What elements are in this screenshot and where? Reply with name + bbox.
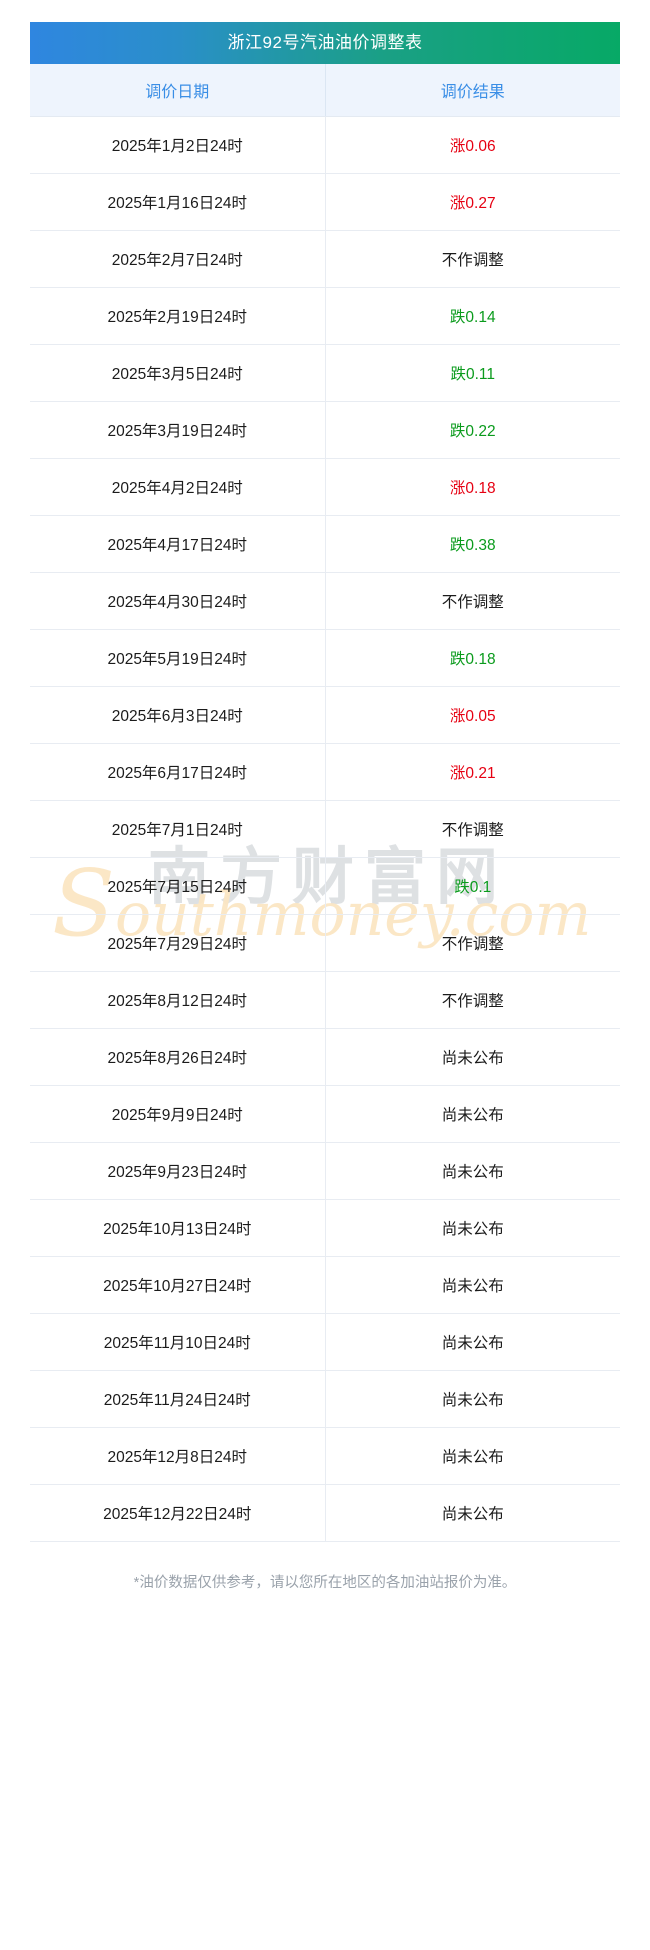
table-row: 2025年3月19日24时 跌0.22 <box>30 401 620 459</box>
table-row: 2025年6月17日24时 涨0.21 <box>30 743 620 801</box>
table-row: 2025年6月3日24时 涨0.05 <box>30 686 620 744</box>
cell-adjustment-result: 跌0.18 <box>325 629 620 687</box>
table-header-row: 调价日期 调价结果 <box>30 64 620 117</box>
table-row: 2025年1月16日24时 涨0.27 <box>30 173 620 231</box>
cell-adjustment-result: 尚未公布 <box>325 1313 620 1371</box>
cell-adjustment-date: 2025年4月17日24时 <box>30 515 326 573</box>
cell-adjustment-result: 涨0.27 <box>325 173 620 231</box>
table-row: 2025年10月13日24时 尚未公布 <box>30 1199 620 1257</box>
cell-adjustment-result: 尚未公布 <box>325 1427 620 1485</box>
cell-adjustment-result: 跌0.14 <box>325 287 620 345</box>
cell-adjustment-date: 2025年1月16日24时 <box>30 173 326 231</box>
table-row: 2025年12月8日24时 尚未公布 <box>30 1427 620 1485</box>
table-row: 2025年4月30日24时 不作调整 <box>30 572 620 630</box>
cell-adjustment-result: 涨0.21 <box>325 743 620 801</box>
price-adjustment-card: 浙江92号汽油油价调整表 南方财富网 Southmoney.com 调价日期 调… <box>30 22 620 1598</box>
cell-adjustment-date: 2025年4月30日24时 <box>30 572 326 630</box>
table-row: 2025年3月5日24时 跌0.11 <box>30 344 620 402</box>
column-header-result: 调价结果 <box>325 64 620 117</box>
cell-adjustment-result: 不作调整 <box>325 914 620 972</box>
disclaimer-note: *油价数据仅供参考，请以您所在地区的各加油站报价为准。 <box>133 1575 517 1591</box>
table-row: 2025年8月26日24时 尚未公布 <box>30 1028 620 1086</box>
cell-adjustment-result: 尚未公布 <box>325 1370 620 1428</box>
table-row: 2025年9月9日24时 尚未公布 <box>30 1085 620 1143</box>
cell-adjustment-date: 2025年5月19日24时 <box>30 629 326 687</box>
cell-adjustment-result: 尚未公布 <box>325 1256 620 1314</box>
table-row: 2025年7月15日24时 跌0.1 <box>30 857 620 915</box>
cell-adjustment-date: 2025年12月22日24时 <box>30 1484 326 1542</box>
cell-adjustment-date: 2025年7月15日24时 <box>30 857 326 915</box>
cell-adjustment-result: 尚未公布 <box>325 1085 620 1143</box>
cell-adjustment-date: 2025年6月17日24时 <box>30 743 326 801</box>
cell-adjustment-date: 2025年6月3日24时 <box>30 686 326 744</box>
cell-adjustment-result: 跌0.38 <box>325 515 620 573</box>
cell-adjustment-result: 不作调整 <box>325 572 620 630</box>
cell-adjustment-result: 不作调整 <box>325 800 620 858</box>
cell-adjustment-date: 2025年12月8日24时 <box>30 1427 326 1485</box>
cell-adjustment-date: 2025年10月27日24时 <box>30 1256 326 1314</box>
cell-adjustment-result: 跌0.22 <box>325 401 620 459</box>
table-row: 2025年9月23日24时 尚未公布 <box>30 1142 620 1200</box>
cell-adjustment-date: 2025年9月9日24时 <box>30 1085 326 1143</box>
cell-adjustment-result: 尚未公布 <box>325 1028 620 1086</box>
cell-adjustment-date: 2025年11月24日24时 <box>30 1370 326 1428</box>
table-row: 2025年7月1日24时 不作调整 <box>30 800 620 858</box>
cell-adjustment-date: 2025年1月2日24时 <box>30 116 326 174</box>
table-row: 2025年1月2日24时 涨0.06 <box>30 116 620 174</box>
cell-adjustment-date: 2025年11月10日24时 <box>30 1313 326 1371</box>
cell-adjustment-date: 2025年7月1日24时 <box>30 800 326 858</box>
cell-adjustment-date: 2025年2月19日24时 <box>30 287 326 345</box>
cell-adjustment-date: 2025年3月5日24时 <box>30 344 326 402</box>
price-table: 调价日期 调价结果 2025年1月2日24时 涨0.06 2025年1月16日24时… <box>30 64 620 1542</box>
cell-adjustment-date: 2025年10月13日24时 <box>30 1199 326 1257</box>
cell-adjustment-result: 尚未公布 <box>325 1484 620 1542</box>
cell-adjustment-result: 跌0.1 <box>325 857 620 915</box>
cell-adjustment-date: 2025年9月23日24时 <box>30 1142 326 1200</box>
table-row: 2025年11月24日24时 尚未公布 <box>30 1370 620 1428</box>
table-body: 2025年1月2日24时 涨0.06 2025年1月16日24时 涨0.27 2025年… <box>30 116 620 1542</box>
cell-adjustment-date: 2025年4月2日24时 <box>30 458 326 516</box>
cell-adjustment-result: 涨0.05 <box>325 686 620 744</box>
cell-adjustment-date: 2025年8月12日24时 <box>30 971 326 1029</box>
table-row: 2025年10月27日24时 尚未公布 <box>30 1256 620 1314</box>
column-header-date: 调价日期 <box>30 64 326 117</box>
page-title: 浙江92号汽油油价调整表 <box>30 22 620 64</box>
cell-adjustment-date: 2025年7月29日24时 <box>30 914 326 972</box>
cell-adjustment-result: 尚未公布 <box>325 1142 620 1200</box>
cell-adjustment-result: 尚未公布 <box>325 1199 620 1257</box>
cell-adjustment-result: 不作调整 <box>325 971 620 1029</box>
table-row: 2025年2月19日24时 跌0.14 <box>30 287 620 345</box>
table-row: 2025年11月10日24时 尚未公布 <box>30 1313 620 1371</box>
table-row: 2025年8月12日24时 不作调整 <box>30 971 620 1029</box>
table-row: 2025年5月19日24时 跌0.18 <box>30 629 620 687</box>
table-row: 2025年12月22日24时 尚未公布 <box>30 1484 620 1542</box>
table-row: 2025年7月29日24时 不作调整 <box>30 914 620 972</box>
cell-adjustment-date: 2025年2月7日24时 <box>30 230 326 288</box>
cell-adjustment-date: 2025年8月26日24时 <box>30 1028 326 1086</box>
cell-adjustment-result: 涨0.06 <box>325 116 620 174</box>
cell-adjustment-result: 不作调整 <box>325 230 620 288</box>
cell-adjustment-result: 跌0.11 <box>325 344 620 402</box>
table-header: 调价日期 调价结果 <box>30 64 620 117</box>
table-row: 2025年4月2日24时 涨0.18 <box>30 458 620 516</box>
cell-adjustment-date: 2025年3月19日24时 <box>30 401 326 459</box>
table-row: 2025年2月7日24时 不作调整 <box>30 230 620 288</box>
cell-adjustment-result: 涨0.18 <box>325 458 620 516</box>
table-row: 2025年4月17日24时 跌0.38 <box>30 515 620 573</box>
